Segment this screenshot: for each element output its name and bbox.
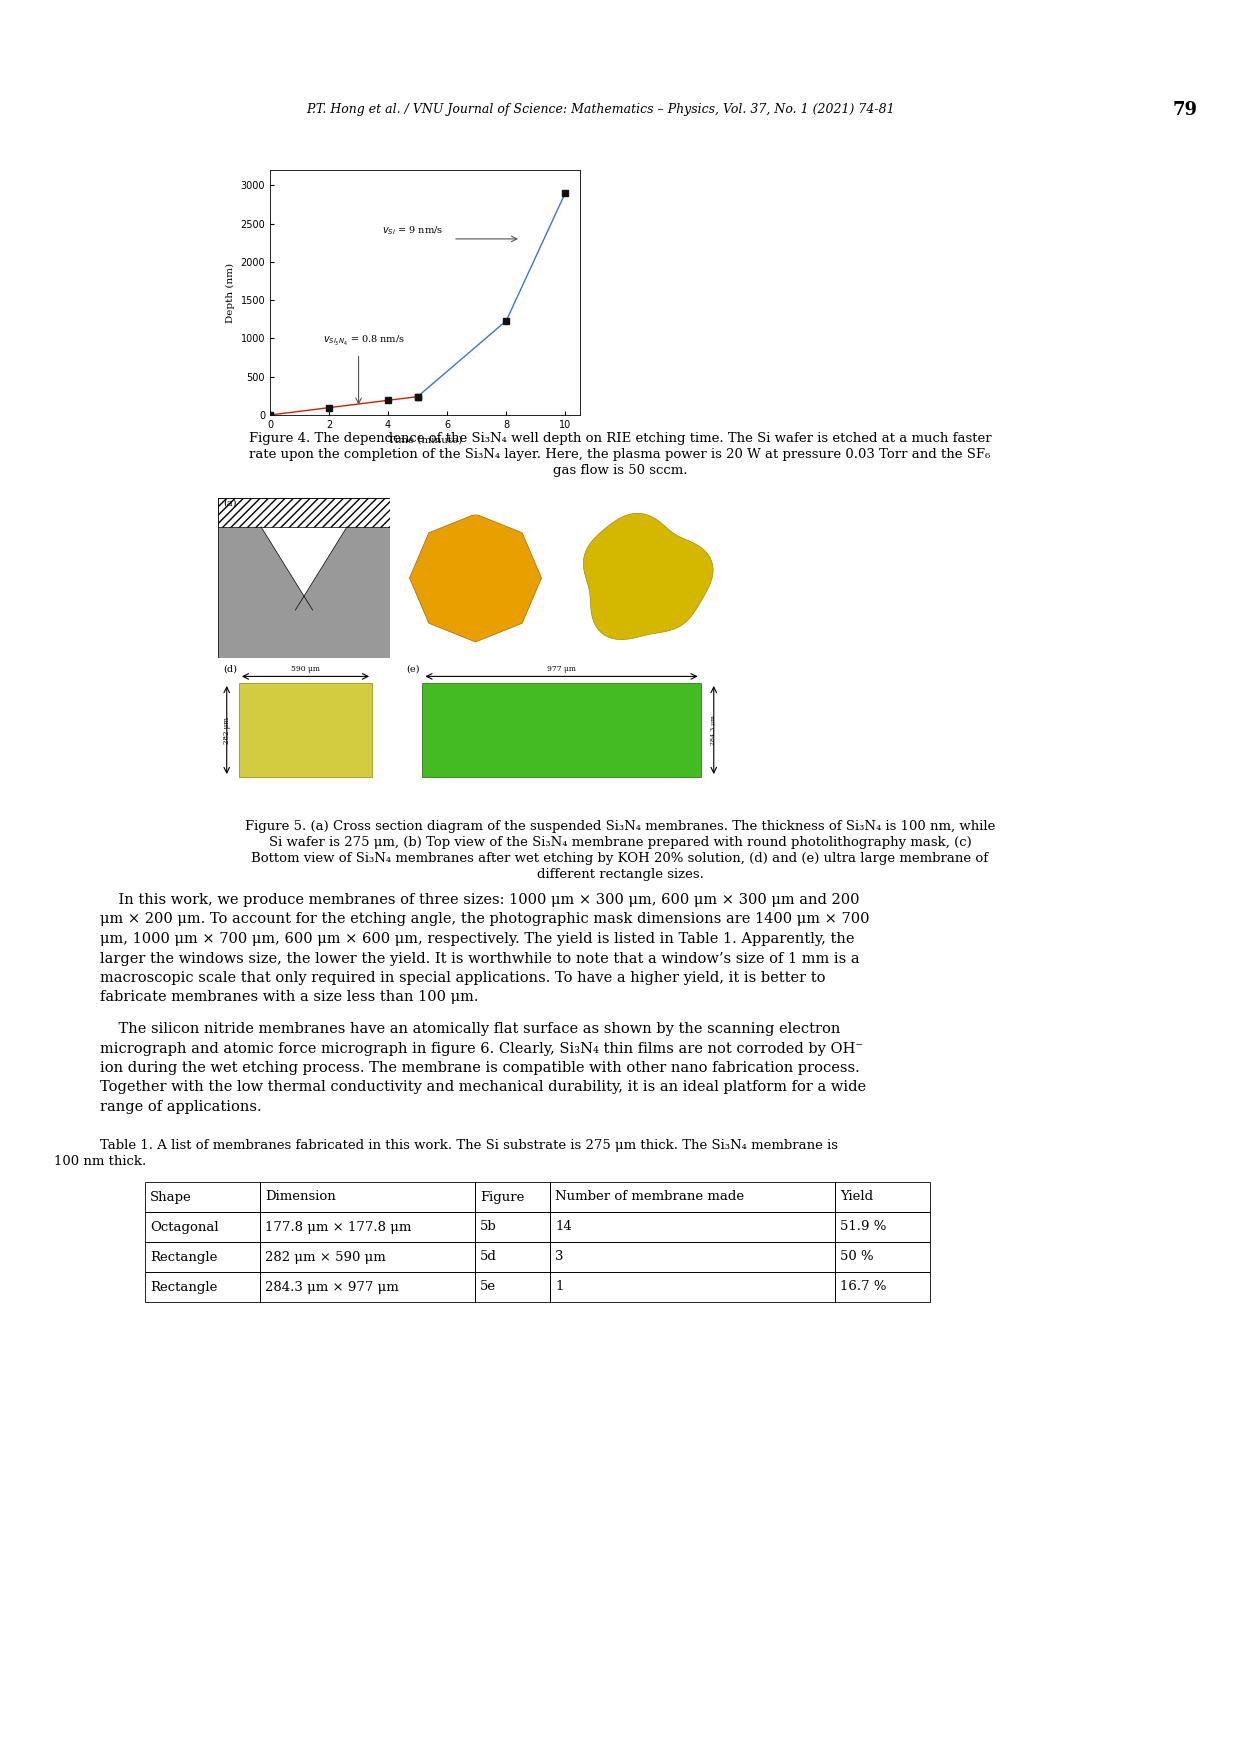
Text: 100 nm thick.: 100 nm thick.: [53, 1154, 146, 1168]
Text: μm, 1000 μm × 700 μm, 600 μm × 600 μm, respectively. The yield is listed in Tabl: μm, 1000 μm × 700 μm, 600 μm × 600 μm, r…: [100, 931, 854, 945]
Bar: [260, 1272, 475, 1301]
Text: (d): (d): [223, 665, 237, 674]
Bar: [551, 1212, 835, 1242]
Bar: [835, 1212, 930, 1242]
X-axis label: Time (minute): Time (minute): [388, 435, 463, 444]
Text: 79: 79: [1173, 102, 1198, 119]
Text: Rectangle: Rectangle: [150, 1280, 217, 1293]
Text: fabricate membranes with a size less than 100 μm.: fabricate membranes with a size less tha…: [100, 991, 479, 1005]
Text: Together with the low thermal conductivity and mechanical durability, it is an i: Together with the low thermal conductivi…: [100, 1080, 866, 1094]
Text: 282 μm: 282 μm: [223, 716, 231, 744]
Text: 3: 3: [556, 1251, 563, 1263]
Polygon shape: [583, 514, 713, 640]
Text: 177.9 μm: 177.9 μm: [458, 502, 494, 510]
Bar: [145, 1212, 260, 1242]
Bar: [260, 1182, 475, 1212]
Polygon shape: [295, 526, 391, 658]
Bar: [475, 1242, 551, 1272]
Text: 284.3 μm: 284.3 μm: [712, 716, 717, 745]
Bar: [835, 1272, 930, 1301]
Bar: [260, 1242, 475, 1272]
Text: Bottom view of Si₃N₄ membranes after wet etching by KOH 20% solution, (d) and (e: Bottom view of Si₃N₄ membranes after wet…: [252, 852, 988, 865]
Text: Figure: Figure: [480, 1191, 525, 1203]
Text: (c): (c): [565, 500, 579, 510]
Text: P.T. Hong et al. / VNU Journal of Science: Mathematics – Physics, Vol. 37, No. 1: P.T. Hong et al. / VNU Journal of Scienc…: [306, 103, 894, 116]
Polygon shape: [218, 526, 312, 658]
Text: 284.3 μm × 977 μm: 284.3 μm × 977 μm: [265, 1280, 399, 1293]
Text: larger the windows size, the lower the yield. It is worthwhile to note that a wi: larger the windows size, the lower the y…: [100, 951, 859, 965]
Bar: [218, 498, 391, 526]
Text: $v_{Si_3 N_4}$ = 0.8 nm/s: $v_{Si_3 N_4}$ = 0.8 nm/s: [324, 335, 405, 349]
Bar: [423, 682, 701, 777]
Bar: [475, 1182, 551, 1212]
Text: 1: 1: [556, 1280, 563, 1293]
Text: macroscopic scale that only required in special applications. To have a higher y: macroscopic scale that only required in …: [100, 972, 826, 986]
Text: μm × 200 μm. To account for the etching angle, the photographic mask dimensions : μm × 200 μm. To account for the etching …: [100, 912, 869, 926]
Text: 977 μm: 977 μm: [547, 665, 577, 674]
Bar: [145, 1182, 260, 1212]
Bar: [551, 1272, 835, 1301]
Bar: [475, 1212, 551, 1242]
Text: Table 1. A list of membranes fabricated in this work. The Si substrate is 275 μm: Table 1. A list of membranes fabricated …: [100, 1138, 838, 1152]
Text: rate upon the completion of the Si₃N₄ layer. Here, the plasma power is 20 W at p: rate upon the completion of the Si₃N₄ la…: [249, 447, 991, 461]
Text: Dimension: Dimension: [265, 1191, 336, 1203]
Bar: [551, 1242, 835, 1272]
Bar: [835, 1182, 930, 1212]
Text: Figure 5. (a) Cross section diagram of the suspended Si₃N₄ membranes. The thickn: Figure 5. (a) Cross section diagram of t…: [244, 821, 996, 833]
Bar: [239, 682, 372, 777]
Text: (b): (b): [398, 500, 412, 510]
Text: Yield: Yield: [839, 1191, 873, 1203]
Text: Figure 4. The dependence of the Si₃N₄ well depth on RIE etching time. The Si waf: Figure 4. The dependence of the Si₃N₄ we…: [249, 431, 991, 446]
Bar: [145, 1242, 260, 1272]
Text: Shape: Shape: [150, 1191, 192, 1203]
Text: In this work, we produce membranes of three sizes: 1000 μm × 300 μm, 600 μm × 30: In this work, we produce membranes of th…: [100, 893, 859, 907]
Text: different rectangle sizes.: different rectangle sizes.: [537, 868, 703, 881]
Text: 5e: 5e: [480, 1280, 496, 1293]
Polygon shape: [409, 514, 542, 642]
Text: 590 μm: 590 μm: [291, 665, 320, 674]
Text: (e): (e): [405, 665, 419, 674]
Text: (a): (a): [223, 498, 237, 509]
Bar: [835, 1242, 930, 1272]
Text: Number of membrane made: Number of membrane made: [556, 1191, 744, 1203]
Bar: [260, 1212, 475, 1242]
Text: The silicon nitride membranes have an atomically flat surface as shown by the sc: The silicon nitride membranes have an at…: [100, 1023, 841, 1037]
Text: 14: 14: [556, 1221, 572, 1233]
Text: ion during the wet etching process. The membrane is compatible with other nano f: ion during the wet etching process. The …: [100, 1061, 859, 1075]
Text: 5b: 5b: [480, 1221, 497, 1233]
Text: 50 %: 50 %: [839, 1251, 874, 1263]
Text: micrograph and atomic force micrograph in figure 6. Clearly, Si₃N₄ thin films ar: micrograph and atomic force micrograph i…: [100, 1042, 863, 1056]
Text: 5d: 5d: [480, 1251, 497, 1263]
Bar: [145, 1272, 260, 1301]
Text: Si wafer is 275 μm, (b) Top view of the Si₃N₄ membrane prepared with round photo: Si wafer is 275 μm, (b) Top view of the …: [269, 837, 971, 849]
Text: gas flow is 50 sccm.: gas flow is 50 sccm.: [553, 465, 687, 477]
Text: Rectangle: Rectangle: [150, 1251, 217, 1263]
Bar: [475, 1272, 551, 1301]
Text: 51.9 %: 51.9 %: [839, 1221, 887, 1233]
Text: 282 μm × 590 μm: 282 μm × 590 μm: [265, 1251, 386, 1263]
Text: 177.8 μm × 177.8 μm: 177.8 μm × 177.8 μm: [265, 1221, 412, 1233]
Text: $v_{Si}$ = 9 nm/s: $v_{Si}$ = 9 nm/s: [382, 225, 444, 237]
Bar: [551, 1182, 835, 1212]
Text: range of applications.: range of applications.: [100, 1100, 262, 1114]
Text: 16.7 %: 16.7 %: [839, 1280, 887, 1293]
Text: Octagonal: Octagonal: [150, 1221, 218, 1233]
Y-axis label: Depth (nm): Depth (nm): [226, 263, 234, 323]
